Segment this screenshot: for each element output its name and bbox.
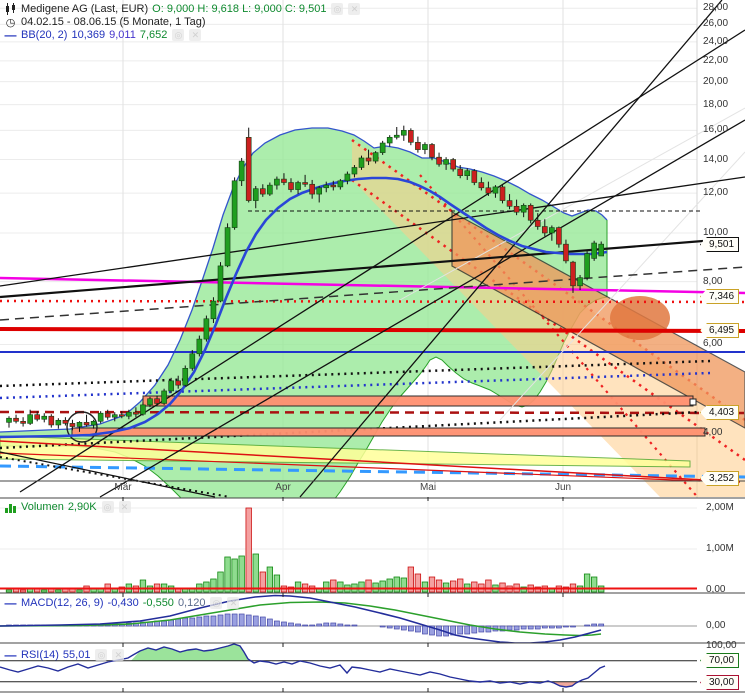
- volume-bars-icon: [4, 501, 17, 513]
- instrument-ohlc: O: 9,000 H: 9,618 L: 9,000 C: 9,501: [152, 3, 327, 15]
- price-pointer-label: 70,00: [700, 653, 740, 668]
- price-pointer-label: 6,495: [700, 323, 740, 338]
- volume-legend: Volumen 2,90K ◎ ✕: [4, 501, 131, 513]
- circle-annotation: [66, 411, 98, 443]
- macd-legend: — MACD(12, 26, 9) -0,430 -0,550 0,120 ◎ …: [4, 596, 240, 610]
- macd-line-icon: —: [4, 596, 17, 610]
- price-tick-label: 8,00: [703, 275, 723, 287]
- instrument-legend: Medigene AG (Last, EUR) O: 9,000 H: 9,61…: [4, 3, 361, 15]
- price-pointer-label: 9,501: [700, 237, 740, 252]
- price-tick-label: 22,00: [703, 54, 729, 66]
- price-pointer-label: 30,00: [700, 675, 740, 690]
- bb-mid-line: [0, 176, 608, 439]
- price-tick-label: 10,00: [703, 226, 729, 238]
- rsi-close-button[interactable]: ✕: [112, 649, 125, 661]
- macd-close-button[interactable]: ✕: [227, 597, 240, 609]
- price-tick-label: 18,00: [703, 98, 729, 110]
- macd-value: -0,430: [107, 597, 139, 609]
- macd-panel: [0, 594, 697, 643]
- volume-value: 2,90K: [67, 501, 97, 513]
- price-tick-label: 6,00: [703, 338, 723, 350]
- month-label: Mär: [114, 482, 132, 493]
- rsi-value: 55,01: [62, 649, 91, 661]
- rsi-line-icon: —: [4, 648, 17, 662]
- fan-lines: [0, 0, 745, 498]
- candlestick-icon: [4, 3, 17, 15]
- instrument-close-button[interactable]: ✕: [348, 3, 361, 15]
- candles: [6, 125, 605, 432]
- clock-icon: ◷: [5, 16, 16, 29]
- macd-signal-value: -0,550: [142, 597, 174, 609]
- price-tick-label: 14,00: [703, 153, 729, 165]
- instrument-name: Medigene AG (Last, EUR): [21, 3, 149, 15]
- rsi-legend: — RSI(14) 55,01 ◎ ✕: [4, 648, 125, 662]
- indicator-axis-label: 0,00: [706, 584, 726, 595]
- bb-label: BB(20, 2): [21, 29, 68, 41]
- volume-settings-button[interactable]: ◎: [101, 501, 114, 513]
- indicator-axis-label: 100,00: [706, 640, 737, 651]
- range-legend: ◷ 04.02.15 - 08.06.15 (5 Monate, 1 Tag): [4, 16, 206, 29]
- month-label: Mai: [419, 482, 437, 493]
- price-tick-label: 12,00: [703, 187, 729, 199]
- range-text: 04.02.15 - 08.06.15 (5 Monate, 1 Tag): [21, 16, 206, 28]
- month-label: Jun: [554, 482, 572, 493]
- bb-lower-value: 7,652: [139, 29, 168, 41]
- bb-settings-button[interactable]: ◎: [172, 29, 185, 41]
- price-tick-label: 24,00: [703, 35, 729, 47]
- indicator-axis-label: 0,00: [706, 620, 726, 631]
- price-tick-label: 20,00: [703, 75, 729, 87]
- price-tick-label: 28,00: [703, 2, 729, 14]
- price-tick-label: 16,00: [703, 124, 729, 136]
- indicator-axis-label: 2,00M: [706, 502, 734, 513]
- rsi-settings-button[interactable]: ◎: [95, 649, 108, 661]
- bb-upper-value: 10,369: [71, 29, 106, 41]
- volume-label: Volumen: [21, 501, 64, 513]
- bb-mid-value: 9,011: [109, 29, 136, 41]
- trend-channels: [351, 138, 745, 498]
- bb-legend: — BB(20, 2) 10,369 9,011 7,652 ◎ ✕: [4, 28, 202, 42]
- price-pointer-label: 3,252: [700, 471, 740, 486]
- price-pointer-label: 4,403: [700, 405, 740, 420]
- macd-hist-value: 0,120: [177, 597, 206, 609]
- panel-borders: [0, 480, 745, 693]
- macd-settings-button[interactable]: ◎: [210, 597, 223, 609]
- yellow-wedge: [0, 435, 691, 468]
- month-label: Apr: [275, 482, 291, 493]
- rsi-label: RSI(14): [21, 649, 59, 661]
- price-tick-label: 26,00: [703, 18, 729, 30]
- horizontal-lines: [0, 276, 745, 498]
- instrument-settings-button[interactable]: ◎: [331, 3, 344, 15]
- price-pointer-label: 7,346: [700, 289, 740, 304]
- macd-label: MACD(12, 26, 9): [21, 597, 104, 609]
- bb-close-button[interactable]: ✕: [189, 29, 202, 41]
- volume-close-button[interactable]: ✕: [118, 501, 131, 513]
- price-tick-label: 4,00: [703, 427, 723, 438]
- indicator-axis-label: 1,00M: [706, 543, 734, 554]
- bb-line-icon: —: [4, 28, 17, 42]
